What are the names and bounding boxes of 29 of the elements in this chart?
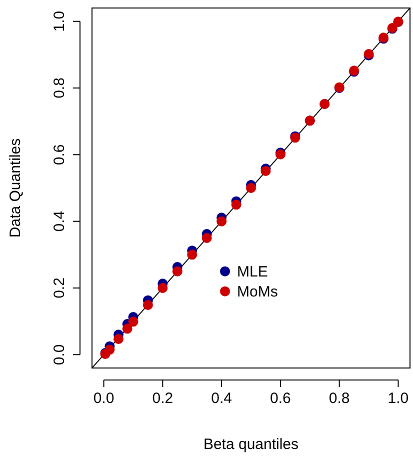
y-tick-label: 0.8 — [51, 78, 68, 98]
legend-label: MLE — [237, 263, 268, 280]
x-tick-label: 0.4 — [211, 390, 232, 407]
point — [114, 334, 124, 344]
point — [202, 233, 212, 243]
point — [216, 216, 227, 226]
point — [172, 266, 182, 276]
point — [231, 200, 242, 210]
x-axis-title: Beta quantiles — [203, 436, 299, 453]
legend-label: MoMs — [237, 283, 278, 300]
y-tick-label: 0.4 — [51, 210, 68, 232]
point — [158, 283, 168, 293]
x-tick-label: 0.8 — [328, 390, 350, 407]
y-tick-label: 0.6 — [51, 144, 68, 166]
y-tick-label: 0.2 — [51, 278, 68, 298]
point — [128, 316, 138, 327]
x-tick-label: 0.2 — [152, 390, 174, 407]
point — [142, 300, 153, 310]
y-axis-title: Data Quantiles — [7, 138, 24, 238]
point — [104, 344, 115, 355]
x-tick-label: 0.0 — [93, 390, 114, 407]
point — [246, 183, 256, 193]
y-tick-label: 1.0 — [51, 10, 68, 32]
x-tick-label: 1.0 — [388, 390, 409, 407]
y-tick-label: 0.0 — [51, 344, 68, 366]
point — [260, 166, 271, 176]
x-tick-label: 0.6 — [270, 390, 291, 407]
point — [122, 324, 132, 334]
point — [187, 250, 198, 260]
